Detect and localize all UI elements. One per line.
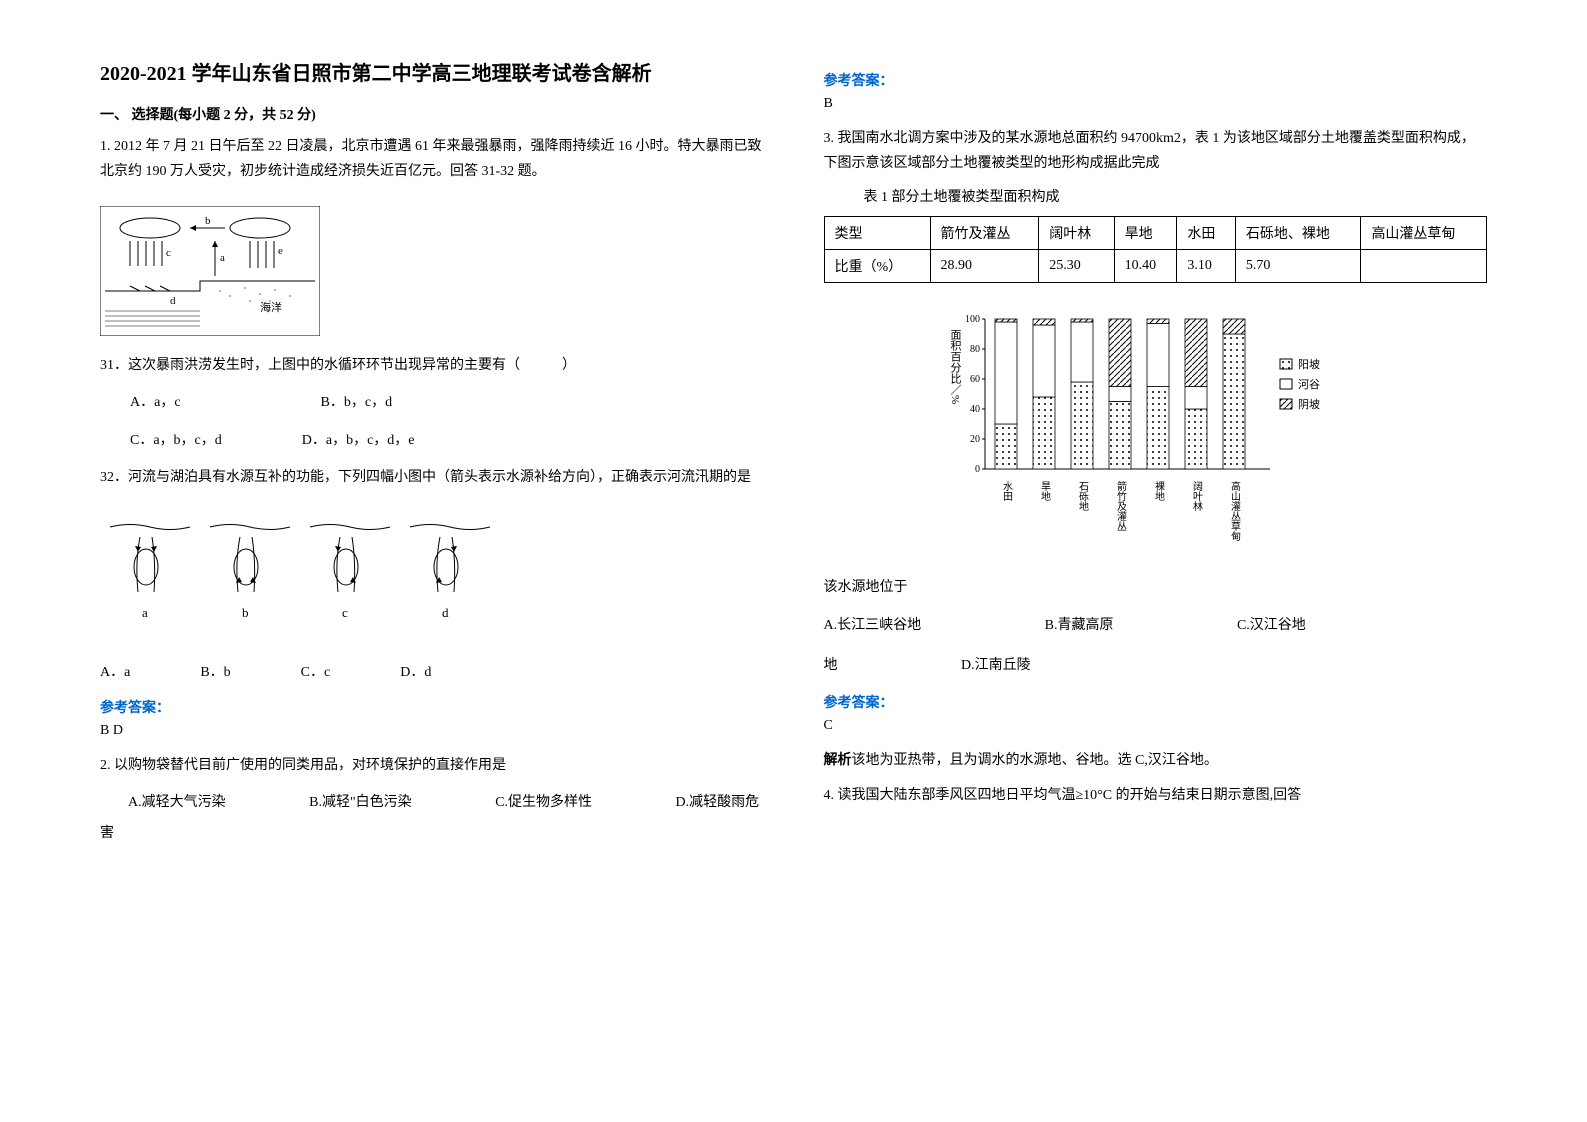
- diagram-label-e: e: [278, 245, 283, 257]
- svg-text:20: 20: [970, 434, 980, 445]
- svg-text:高山灌丛草甸: 高山灌丛草甸: [1229, 480, 1241, 542]
- q2-opt-a: A.减轻大气污染: [128, 788, 226, 819]
- table-header-cell: 阔叶林: [1039, 217, 1114, 250]
- analysis-label: 解析: [824, 753, 852, 768]
- table-header-cell: 高山灌丛草甸: [1361, 217, 1487, 250]
- water-cycle-diagram: b c e a: [100, 206, 320, 341]
- q3-analysis: 解析该地为亚热带，且为调水的水源地、谷地。选 C,汉江谷地。: [824, 748, 1488, 773]
- q1-intro: 1. 2012 年 7 月 21 日午后至 22 日凌晨，北京市遭遇 61 年来…: [100, 134, 764, 184]
- q1-31-opt-a: A．a，c: [130, 389, 181, 417]
- q1-sub31-stem: 31．这次暴雨洪涝发生时，上图中的水循环环节出现异常的主要有（ ）: [100, 353, 764, 378]
- diagram-label-ocean: 海洋: [260, 300, 282, 314]
- diagram-label-a: a: [220, 252, 225, 264]
- svg-text:a: a: [142, 605, 148, 620]
- analysis-text: 该地为亚热带，且为调水的水源地、谷地。选 C,汉江谷地。: [852, 753, 1218, 768]
- table-cell: 5.70: [1235, 250, 1361, 283]
- q2-opt-b: B.减轻"白色污染: [309, 788, 412, 819]
- q2-opt-c: C.促生物多样性: [495, 788, 592, 819]
- svg-text:阔叶林: 阔叶林: [1191, 480, 1203, 512]
- river-lake-diagrams: a b: [100, 512, 500, 637]
- table-cell: 25.30: [1039, 250, 1114, 283]
- right-column: 参考答案： B 3. 我国南水北调方案中涉及的某水源地总面积约 94700km2…: [824, 60, 1488, 860]
- table-row-label: 比重（%）: [824, 250, 930, 283]
- diagram-label-d: d: [170, 295, 176, 307]
- diagram-label-b: b: [205, 215, 211, 227]
- page-container: 2020-2021 学年山东省日照市第二中学高三地理联考试卷含解析 一、 选择题…: [100, 60, 1487, 860]
- q1-sub32-options: A．a B．b C．c D．d: [100, 659, 764, 687]
- q1-31-opt-d: D．a，b，c，d，e: [302, 427, 415, 455]
- q2-options: A.减轻大气污染 B.减轻"白色污染 C.促生物多样性 D.减轻酸雨危害: [100, 788, 764, 850]
- svg-text:河谷: 河谷: [1298, 378, 1320, 391]
- svg-text:80: 80: [970, 344, 980, 355]
- q1-31-opt-b: B．b，c，d: [321, 389, 393, 417]
- document-title: 2020-2021 学年山东省日照市第二中学高三地理联考试卷含解析: [100, 60, 764, 88]
- svg-text:0: 0: [975, 464, 980, 475]
- table-cell: 10.40: [1114, 250, 1177, 283]
- q3-opt-continue: 地: [824, 658, 838, 673]
- svg-text:d: d: [442, 605, 449, 620]
- svg-text:旱地: 旱地: [1039, 481, 1051, 501]
- table-cell: 3.10: [1177, 250, 1236, 283]
- q1-answer: B D: [100, 723, 764, 739]
- q3-options-line2: 地 D.江南丘陵: [824, 651, 1488, 682]
- q3-opt-d: D.江南丘陵: [961, 658, 1031, 673]
- q2-answer: B: [824, 96, 1488, 112]
- q1-31-opt-c: C．a，b，c，d: [130, 427, 222, 455]
- q1-sub31-options-row1: A．a，c B．b，c，d: [130, 389, 764, 417]
- q3-options-line1: A.长江三峡谷地 B.青藏高原 C.汉江谷地: [824, 611, 1488, 642]
- svg-text:c: c: [342, 605, 348, 620]
- svg-text:100: 100: [965, 314, 980, 325]
- q3-bar-chart: 面积百分比／% 0 20 40 60 80 100 水田 旱地 石砾地 箭竹及灌丛 裸地…: [940, 299, 1370, 559]
- q1-sub31-options-row2: C．a，b，c，d D．a，b，c，d，e: [130, 427, 764, 455]
- q4-stem: 4. 读我国大陆东部季风区四地日平均气温≥10°C 的开始与结束日期示意图,回答: [824, 783, 1488, 808]
- q3-opt-c: C.汉江谷地: [1237, 618, 1306, 633]
- table-header-cell: 类型: [824, 217, 930, 250]
- q3-opt-b: B.青藏高原: [1045, 611, 1114, 642]
- svg-text:裸地: 裸地: [1153, 480, 1165, 501]
- svg-text:石砾地: 石砾地: [1077, 481, 1089, 511]
- q3-table-caption: 表 1 部分土地覆被类型面积构成: [864, 186, 1488, 206]
- q1-answer-label: 参考答案：: [100, 697, 764, 717]
- table-header-cell: 箭竹及灌丛: [930, 217, 1039, 250]
- table-cell: 28.90: [930, 250, 1039, 283]
- svg-text:面积百分比／%: 面积百分比／%: [949, 329, 962, 404]
- svg-text:b: b: [242, 605, 249, 620]
- svg-text:箭竹及灌丛: 箭竹及灌丛: [1115, 480, 1127, 531]
- q3-data-table: 类型 箭竹及灌丛 阔叶林 旱地 水田 石砾地、裸地 高山灌丛草甸 比重（%） 2…: [824, 216, 1488, 283]
- q3-answer: C: [824, 718, 1488, 734]
- table-data-row: 比重（%） 28.90 25.30 10.40 3.10 5.70: [824, 250, 1487, 283]
- q3-sub-stem: 该水源地位于: [824, 575, 1488, 600]
- q1-32-opt-d: D．d: [400, 659, 431, 687]
- table-header-cell: 旱地: [1114, 217, 1177, 250]
- q1-32-opt-a: A．a: [100, 659, 130, 687]
- q1-32-opt-c: C．c: [301, 659, 331, 687]
- table-header-row: 类型 箭竹及灌丛 阔叶林 旱地 水田 石砾地、裸地 高山灌丛草甸: [824, 217, 1487, 250]
- svg-text:阴坡: 阴坡: [1298, 398, 1320, 411]
- q1-sub32-stem: 32．河流与湖泊具有水源互补的功能，下列四幅小图中（箭头表示水源补给方向），正确…: [100, 465, 764, 490]
- q2-answer-label: 参考答案：: [824, 70, 1488, 90]
- q3-opt-a: A.长江三峡谷地: [824, 611, 922, 642]
- svg-text:60: 60: [970, 374, 980, 385]
- svg-text:40: 40: [970, 404, 980, 415]
- q1-32-opt-b: B．b: [200, 659, 230, 687]
- svg-text:阳坡: 阳坡: [1298, 358, 1320, 371]
- table-header-cell: 水田: [1177, 217, 1236, 250]
- q3-answer-label: 参考答案：: [824, 692, 1488, 712]
- q3-intro: 3. 我国南水北调方案中涉及的某水源地总面积约 94700km2，表 1 为该地…: [824, 126, 1488, 176]
- q2-stem: 2. 以购物袋替代目前广使用的同类用品，对环境保护的直接作用是: [100, 753, 764, 778]
- left-column: 2020-2021 学年山东省日照市第二中学高三地理联考试卷含解析 一、 选择题…: [100, 60, 764, 860]
- table-cell: [1361, 250, 1487, 283]
- section-1-header: 一、 选择题(每小题 2 分，共 52 分): [100, 104, 764, 124]
- table-header-cell: 石砾地、裸地: [1235, 217, 1361, 250]
- diagram-label-c: c: [166, 247, 171, 259]
- svg-text:水田: 水田: [1001, 481, 1013, 501]
